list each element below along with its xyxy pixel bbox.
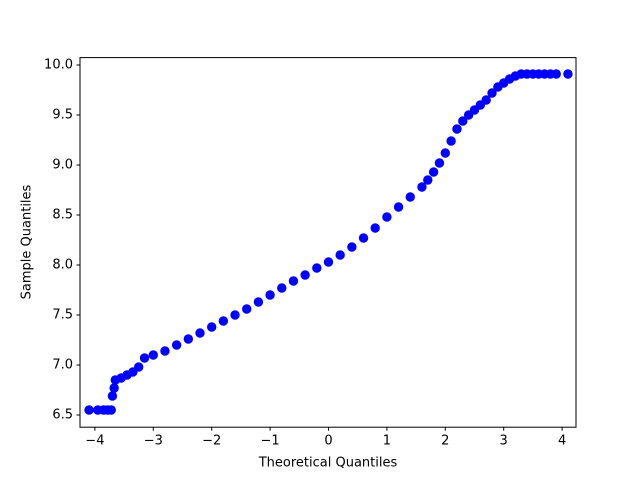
point [434,158,445,168]
x-tick-label: −1 [261,434,280,449]
y-tick-label: 8.5 [52,208,73,223]
y-tick-label: 9.0 [52,158,73,173]
point [133,362,144,372]
point [300,270,310,280]
plot-frame [79,57,577,428]
point [312,263,322,273]
y-tick-label: 10.0 [44,58,73,73]
point [242,304,252,314]
point [218,316,229,326]
x-tick-label: 1 [383,434,391,449]
point [109,383,119,393]
x-tick-label: −2 [202,434,221,449]
y-axis-label: Sample Quantiles [20,184,35,299]
point [463,110,474,120]
x-tick-label: 3 [500,434,508,449]
point [358,233,369,243]
point [230,310,240,320]
y-tick-label: 7.5 [52,308,73,323]
x-tick-label: 2 [441,434,449,449]
point [446,136,456,146]
point [347,242,357,252]
point [160,346,170,356]
point [382,212,392,222]
point [423,175,433,185]
x-tick-label: 4 [558,434,566,449]
point [171,340,182,350]
point [452,124,462,134]
point [106,405,116,415]
x-tick-label: −4 [85,434,104,449]
point [107,391,118,401]
point [481,95,491,105]
y-tick-label: 6.5 [52,408,73,423]
point [487,88,497,98]
point [139,353,150,363]
point [563,69,573,79]
point [440,148,450,158]
point [206,322,217,332]
point [370,223,380,233]
y-tick-label: 7.0 [52,358,73,373]
point [195,328,205,338]
point [148,350,158,360]
y-tick-label: 9.5 [52,108,73,123]
point [84,405,94,415]
point [458,116,468,126]
point [405,192,415,202]
point [475,100,486,110]
point [265,290,275,300]
point [428,167,439,177]
point [335,250,345,260]
point [253,297,264,307]
point [469,105,480,115]
point [551,69,561,79]
point [288,276,299,286]
y-tick-label: 8.0 [52,258,73,273]
x-tick-label: −3 [144,434,163,449]
point [183,334,194,344]
point [277,283,287,293]
x-tick-label: 0 [324,434,332,449]
x-axis-label: Theoretical Quantiles [258,456,398,471]
point [417,182,427,192]
point [128,367,138,377]
point [323,257,334,267]
point [393,202,404,212]
